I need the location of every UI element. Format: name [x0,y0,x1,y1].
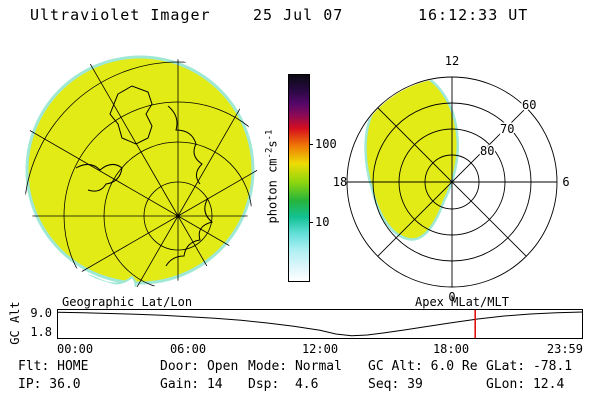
tick-mark [309,221,313,223]
colorbar-tick-label: 100 [315,137,337,152]
colorbar-label: photon cm-2s-1 [265,112,280,242]
mlat-mlt-grid [346,76,558,288]
time-label: 16:12:33 UT [418,6,529,24]
mlat-label-80: 80 [480,144,494,158]
status-flt: Flt: HOME [18,359,89,374]
status-ip: IP: 36.0 [18,377,81,392]
x-tick-2359: 23:59 [546,342,583,356]
gc-alt-curve [57,311,583,337]
x-tick-1800: 18:00 [432,342,470,356]
status-seq: Seq: 39 [368,377,423,392]
mlt-label-18: 18 [333,175,347,189]
mlat-label-70: 70 [500,122,514,136]
y-tick-1-8: 1.8 [30,325,52,339]
colorbar-label-exp2: -1 [264,129,275,141]
status-dsp: Dsp: 4.6 [248,377,319,392]
coastlines [75,85,214,267]
geo-panel-caption: Geographic Lat/Lon [62,295,193,309]
status-mode: Mode: Normal [248,359,342,374]
geographic-map-plot [23,53,257,287]
colorbar-label-exp1: -2 [264,147,275,159]
timeline-frame [57,309,583,339]
x-tick-0600: 06:00 [169,342,207,356]
gc-alt-timeline-plot [57,309,583,339]
page-title: Ultraviolet Imager [30,6,211,24]
status-door: Door: Open [160,359,239,374]
colorbar [288,74,310,282]
y-tick-9: 9.0 [30,306,52,320]
gc-alt-axis-label: GC Alt [8,301,22,345]
apex-polar-plot: 12 18 6 0 60 70 80 [333,54,570,304]
mlt-label-12: 12 [445,54,459,68]
apex-panel-caption: Apex MLat/MLT [415,295,509,309]
colorbar-tick-label: 10 [315,215,330,230]
colorbar-tick-100: 100 [309,137,337,151]
status-gain: Gain: 14 [160,377,223,392]
status-glat: GLat: -78.1 [486,359,573,374]
status-glon: GLon: 12.4 [486,377,565,392]
mlt-label-6: 6 [562,175,569,189]
mlt-label-0: 0 [448,290,455,304]
date-label: 25 Jul 07 [253,6,344,24]
tick-mark [309,143,313,145]
status-gc-alt: GC Alt: 6.0 Re [368,359,478,374]
colorbar-label-mid: s [265,140,280,148]
uv-image-disk [25,55,255,285]
colorbar-label-prefix: photon cm [265,158,280,224]
mlat-label-60: 60 [522,98,536,112]
colorbar-tick-10: 10 [309,215,329,229]
x-tick-1200: 12:00 [301,342,339,356]
x-tick-0000: 00:00 [57,342,94,356]
